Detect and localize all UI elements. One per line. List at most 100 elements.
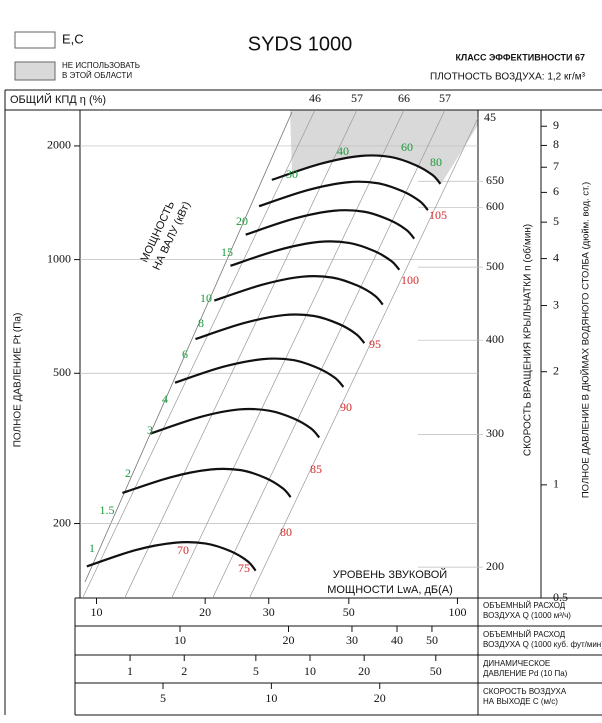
inch-tick-label: 6 xyxy=(553,184,559,198)
scale-tick-label: 5 xyxy=(253,664,259,678)
scale-label: ДАВЛЕНИЕ Pd (10 Па) xyxy=(483,669,568,678)
scale-tick-label: 5 xyxy=(160,691,166,705)
power-value: 3 xyxy=(147,423,153,437)
legend-label: НЕ ИСПОЛЬЗОВАТЬ xyxy=(62,61,140,70)
fan-curve xyxy=(213,274,384,306)
scale-tick-label: 10 xyxy=(174,633,186,647)
inch-tick-label: 1 xyxy=(553,477,559,491)
y-axis-label: ПОЛНОЕ ДАВЛЕНИЕ Pt (Па) xyxy=(13,313,24,448)
fan-curve xyxy=(258,180,429,211)
noise-value: 80 xyxy=(280,525,292,539)
x-tick-label: 100 xyxy=(448,605,466,619)
scale-tick-label: 30 xyxy=(346,633,358,647)
chart-title: SYDS 1000 xyxy=(248,33,353,55)
efficiency-label: ОБЩИЙ КПД η (%) xyxy=(10,93,106,106)
scale-label: ВОЗДУХА Q (1000 куб. фут/мин) xyxy=(483,640,602,649)
noise-value: 100 xyxy=(401,273,419,287)
scale-tick-label: 2 xyxy=(181,664,187,678)
power-value: 60 xyxy=(401,140,413,154)
inch-tick-label: 8 xyxy=(553,137,559,151)
noise-value: 75 xyxy=(238,561,250,575)
frame xyxy=(4,89,602,716)
efficiency-line xyxy=(249,117,478,598)
noise-value: 85 xyxy=(310,462,322,476)
scale-tick-label: 20 xyxy=(358,664,370,678)
x-tick-label: 30 xyxy=(263,605,275,619)
plot xyxy=(82,110,478,598)
fan-curve xyxy=(150,407,321,439)
scale-tick-label: 20 xyxy=(282,633,294,647)
efficiency-line xyxy=(171,110,405,598)
noise-value: 90 xyxy=(340,400,352,414)
power-value: 2 xyxy=(125,466,131,480)
y-tick-label: 200 xyxy=(53,515,71,529)
power-value: 30 xyxy=(286,167,298,181)
efficiency-value: 46 xyxy=(309,91,321,105)
legend-swatch xyxy=(14,31,56,49)
inch-tick-label: 7 xyxy=(553,159,559,173)
x-tick-label: 10 xyxy=(91,605,103,619)
y-tick-label: 2000 xyxy=(47,138,71,152)
scale-tick-label: 20 xyxy=(374,691,386,705)
fan-curve xyxy=(245,209,416,240)
inch-tick-label: 9 xyxy=(553,118,559,132)
scale-label: НА ВЫХОДЕ C (м/с) xyxy=(483,697,558,706)
scale-tick-label: 40 xyxy=(391,633,403,647)
scale-tick-label: 50 xyxy=(426,633,438,647)
legend-label: E,C xyxy=(62,31,84,46)
y-tick-label: 500 xyxy=(53,365,71,379)
efficiency-line xyxy=(124,110,358,598)
fan-curve xyxy=(122,467,292,498)
noise-label: МОЩНОСТИ LwA, дБ(A) xyxy=(327,584,453,596)
x-tick-label: 20 xyxy=(199,605,211,619)
fan-curve xyxy=(230,240,401,271)
scale-label: ДИНАМИЧЕСКОЕ xyxy=(483,659,550,668)
inch-tick-label: 2 xyxy=(553,363,559,377)
scale-tick-label: 1 xyxy=(127,664,133,678)
power-value: 15 xyxy=(221,245,233,259)
efficiency-value: 57 xyxy=(439,91,451,105)
noise-value: 105 xyxy=(429,208,447,222)
efficiency-value: 57 xyxy=(351,91,363,105)
inch-axis-label: ПОЛНОЕ ДАВЛЕНИЕ В ДЮЙМАХ ВОДЯНОГО СТОЛБА… xyxy=(580,182,592,498)
x-tick-label: 50 xyxy=(343,605,355,619)
scale-label: ВОЗДУХА Q (1000 м³/ч) xyxy=(483,611,571,620)
power-value: 1.5 xyxy=(100,503,115,517)
rpm-tick-label: 300 xyxy=(486,426,504,440)
rpm-tick-label: 400 xyxy=(486,332,504,346)
inch-tick-label: 5 xyxy=(553,214,559,228)
efficiency-value: 66 xyxy=(398,91,410,105)
fan-curve xyxy=(195,313,366,344)
power-value: 4 xyxy=(162,392,168,406)
scale-label: ОБЪЕМНЫЙ РАСХОД xyxy=(483,601,566,610)
scale-tick-label: 50 xyxy=(430,664,442,678)
power-value: 8 xyxy=(198,316,204,330)
efficiency-line xyxy=(212,110,446,598)
fan-curve xyxy=(271,154,442,185)
fan-curve xyxy=(174,357,345,388)
rpm-tick-label: 500 xyxy=(486,259,504,273)
power-value: 40 xyxy=(337,144,349,158)
rpm-tick-label: 600 xyxy=(486,199,504,213)
efficiency-value: 45 xyxy=(484,110,496,124)
power-value: 80 xyxy=(430,155,442,169)
inch-tick-label: 0.5 xyxy=(553,590,568,604)
legend-swatch xyxy=(14,61,56,81)
density-text: ПЛОТНОСТЬ ВОЗДУХА: 1,2 кг/м³ xyxy=(430,72,586,83)
scale-tick-label: 10 xyxy=(304,664,316,678)
legend-label: В ЭТОЙ ОБЛАСТИ xyxy=(62,71,132,80)
rpm-tick-label: 650 xyxy=(486,173,504,187)
noise-value: 95 xyxy=(369,337,381,351)
scale-label: СКОРОСТЬ ВОЗДУХА xyxy=(483,687,567,696)
rpm-axis-label: СКОРОСТЬ ВРАЩЕНИЯ КРЫЛЬЧАТКИ n (об/мин) xyxy=(522,224,534,456)
rpm-tick-label: 200 xyxy=(486,559,504,573)
noise-value: 70 xyxy=(177,543,189,557)
power-value: 10 xyxy=(200,291,212,305)
inch-tick-label: 3 xyxy=(553,297,559,311)
efficiency-line xyxy=(82,110,316,598)
power-value: 6 xyxy=(182,347,188,361)
scale-label: ОБЪЕМНЫЙ РАСХОД xyxy=(483,630,566,639)
noise-label: УРОВЕНЬ ЗВУКОВОЙ xyxy=(333,568,447,581)
unused-area xyxy=(290,110,478,184)
